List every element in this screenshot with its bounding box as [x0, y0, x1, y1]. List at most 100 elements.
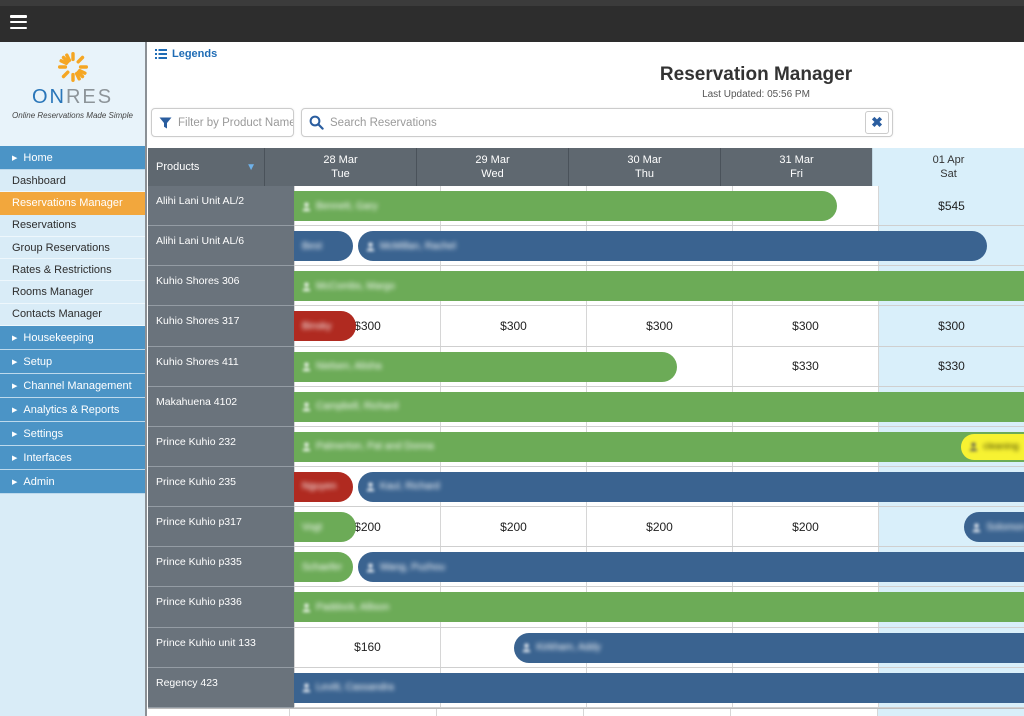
products-header-cell[interactable]: Products ▼: [148, 148, 264, 186]
product-cell[interactable]: Prince Kuhio p336: [148, 587, 294, 628]
reservation-bar[interactable]: McCombs, Margo: [294, 271, 1024, 302]
guest-person-icon: [366, 482, 375, 492]
rate-cell[interactable]: $160: [294, 627, 440, 667]
sidebar-item-analytics-reports[interactable]: ▶ Analytics & Reports: [0, 398, 145, 423]
row-timeline: $200 $200 $200 $200 Vogt Solomon: [294, 507, 1024, 548]
reservation-bar[interactable]: Best: [294, 231, 354, 262]
partial-day-cell: [877, 708, 1024, 716]
rate-cell[interactable]: $200: [732, 507, 878, 547]
column-day: Thu: [635, 168, 654, 180]
reservation-label: Vogt: [302, 521, 323, 533]
reservation-bar[interactable]: Levitt, Cassandra: [294, 672, 1024, 703]
partial-product-cell: [148, 708, 290, 716]
sidebar-item-setup[interactable]: ▶ Setup: [0, 350, 145, 375]
reservation-bar[interactable]: Solomon: [964, 512, 1024, 543]
rate-cell[interactable]: $300: [732, 306, 878, 346]
sidebar-item-dashboard[interactable]: Dashboard: [0, 170, 145, 193]
grid-row: Prince Kuhio 235 Nguyen Kaul, Richard: [148, 466, 1024, 508]
grid-row: Kuhio Shores 317 $300 $300 $300 $300 $300 Bins…: [148, 306, 1024, 347]
column-date: 29 Mar: [475, 154, 510, 166]
reservation-bar[interactable]: McMillan, Rachel: [357, 231, 988, 262]
rate-cell[interactable]: $300: [586, 306, 732, 346]
sidebar-item-group-reservations[interactable]: Group Reservations: [0, 237, 145, 260]
expand-arrow-icon: ▶: [12, 454, 18, 462]
reservation-bar[interactable]: Palmerton, Pat and Donna: [294, 431, 1024, 462]
title-block: Reservation Manager Last Updated: 05:56 …: [660, 64, 852, 100]
product-cell[interactable]: Kuhio Shores 317: [148, 306, 294, 347]
sidebar-item-rooms-manager[interactable]: Rooms Manager: [0, 281, 145, 304]
rate-cell[interactable]: $545: [878, 186, 1024, 226]
reservation-bar[interactable]: Wang, Puzhou: [357, 552, 1024, 583]
reservation-bar[interactable]: Bennett, Gary: [294, 191, 837, 221]
sidebar-item-home[interactable]: ▶ Home: [0, 146, 145, 170]
grid-row: Prince Kuhio unit 133 $160 Kirkham, Addy: [148, 627, 1024, 668]
main-content: Legends Reservation Manager Last Updated…: [148, 42, 1024, 716]
row-timeline: Nguyen Kaul, Richard: [294, 466, 1024, 508]
row-timeline: $545 Bennett, Gary: [294, 186, 1024, 227]
rate-cell[interactable]: $200: [440, 507, 586, 547]
expand-arrow-icon: ▶: [12, 358, 18, 366]
sidebar-item-label: Housekeeping: [23, 331, 94, 344]
sidebar-item-housekeeping[interactable]: ▶ Housekeeping: [0, 326, 145, 351]
product-cell[interactable]: Prince Kuhio unit 133: [148, 627, 294, 668]
guest-person-icon: [302, 202, 311, 211]
sidebar-item-settings[interactable]: ▶ Settings: [0, 422, 145, 447]
expand-arrow-icon: ▶: [12, 478, 18, 486]
sidebar-item-label: Analytics & Reports: [23, 403, 120, 416]
rate-cell[interactable]: $330: [732, 346, 878, 386]
sidebar-item-label: Reservations Manager: [12, 197, 123, 210]
product-filter-box: [151, 108, 294, 137]
hamburger-menu-icon[interactable]: [10, 15, 28, 32]
row-timeline: Best McMillan, Rachel: [294, 226, 1024, 267]
reservation-bar[interactable]: Nielsen, Alisha: [294, 351, 678, 382]
sidebar-item-interfaces[interactable]: ▶ Interfaces: [0, 446, 145, 471]
reservation-bar[interactable]: Kaul, Richard: [357, 471, 1024, 502]
logo-area: ONRES Online Reservations Made Simple: [0, 42, 145, 146]
legends-button[interactable]: Legends: [155, 48, 217, 60]
product-cell[interactable]: Alihi Lani Unit AL/2: [148, 186, 294, 227]
sidebar-item-contacts-manager[interactable]: Contacts Manager: [0, 304, 145, 327]
rate-cell[interactable]: $300: [440, 306, 586, 346]
clear-search-button[interactable]: ✖: [865, 111, 889, 134]
row-timeline: $160 Kirkham, Addy: [294, 627, 1024, 668]
product-cell[interactable]: Kuhio Shores 306: [148, 266, 294, 307]
product-cell[interactable]: Alihi Lani Unit AL/6: [148, 226, 294, 267]
product-cell[interactable]: Regency 423: [148, 667, 294, 708]
rate-cell[interactable]: $330: [878, 346, 1024, 386]
product-cell[interactable]: Prince Kuhio 232: [148, 426, 294, 467]
sidebar-item-admin[interactable]: ▶ Admin: [0, 470, 145, 495]
reservation-bar[interactable]: Vogt: [294, 512, 357, 543]
product-cell[interactable]: Makahuena 4102: [148, 386, 294, 427]
date-header-cells: 28 Mar Tue 29 Mar Wed 30 Mar Thu 31 Mar Fri 01 A…: [264, 148, 1024, 186]
sidebar-item-channel-management[interactable]: ▶ Channel Management: [0, 374, 145, 399]
search-reservations-input[interactable]: [330, 116, 892, 129]
grid-row: Alihi Lani Unit AL/2 $545 Bennett, Gary: [148, 186, 1024, 227]
product-cell[interactable]: Prince Kuhio p335: [148, 547, 294, 588]
product-filter-input[interactable]: [178, 116, 293, 129]
rate-cell[interactable]: $200: [586, 507, 732, 547]
partial-day-cell: [730, 708, 878, 716]
reservation-bar[interactable]: Schaefer: [294, 552, 354, 583]
product-cell[interactable]: Prince Kuhio p317: [148, 507, 294, 548]
reservation-bar[interactable]: Nguyen: [294, 471, 354, 502]
grid-row: Kuhio Shores 411 $330 $330 Nielsen, Alisha: [148, 346, 1024, 387]
grid-header-row: Products ▼ 28 Mar Tue 29 Mar Wed 30 Mar Thu 31…: [148, 148, 1024, 186]
grid-row: Kuhio Shores 306 McCombs, Margo: [148, 266, 1024, 307]
guest-person-icon: [302, 402, 311, 412]
rate-cell[interactable]: $300: [878, 306, 1024, 346]
sidebar-item-reservations[interactable]: Reservations: [0, 215, 145, 237]
partial-day-cell: [436, 708, 584, 716]
product-cell[interactable]: Prince Kuhio 235: [148, 466, 294, 508]
reservation-bar[interactable]: Campbell, Richard: [294, 391, 1024, 422]
product-cell[interactable]: Kuhio Shores 411: [148, 346, 294, 387]
cleaning-badge[interactable]: cleaning: [961, 433, 1024, 460]
guest-person-icon: [302, 603, 311, 612]
reservation-bar[interactable]: Binsky: [294, 311, 357, 342]
grid-row: Prince Kuhio p335 Schaefer Wang, Puzhou: [148, 547, 1024, 588]
reservation-bar[interactable]: Paddock, Allison: [294, 592, 1024, 623]
grid-row: Prince Kuhio 232 Palmerton, Pat and Donna…: [148, 426, 1024, 467]
sidebar-item-reservations-manager[interactable]: Reservations Manager: [0, 192, 145, 215]
sidebar-item-rates-restrictions[interactable]: Rates & Restrictions: [0, 259, 145, 282]
reservation-bar[interactable]: Kirkham, Addy: [514, 632, 1024, 663]
